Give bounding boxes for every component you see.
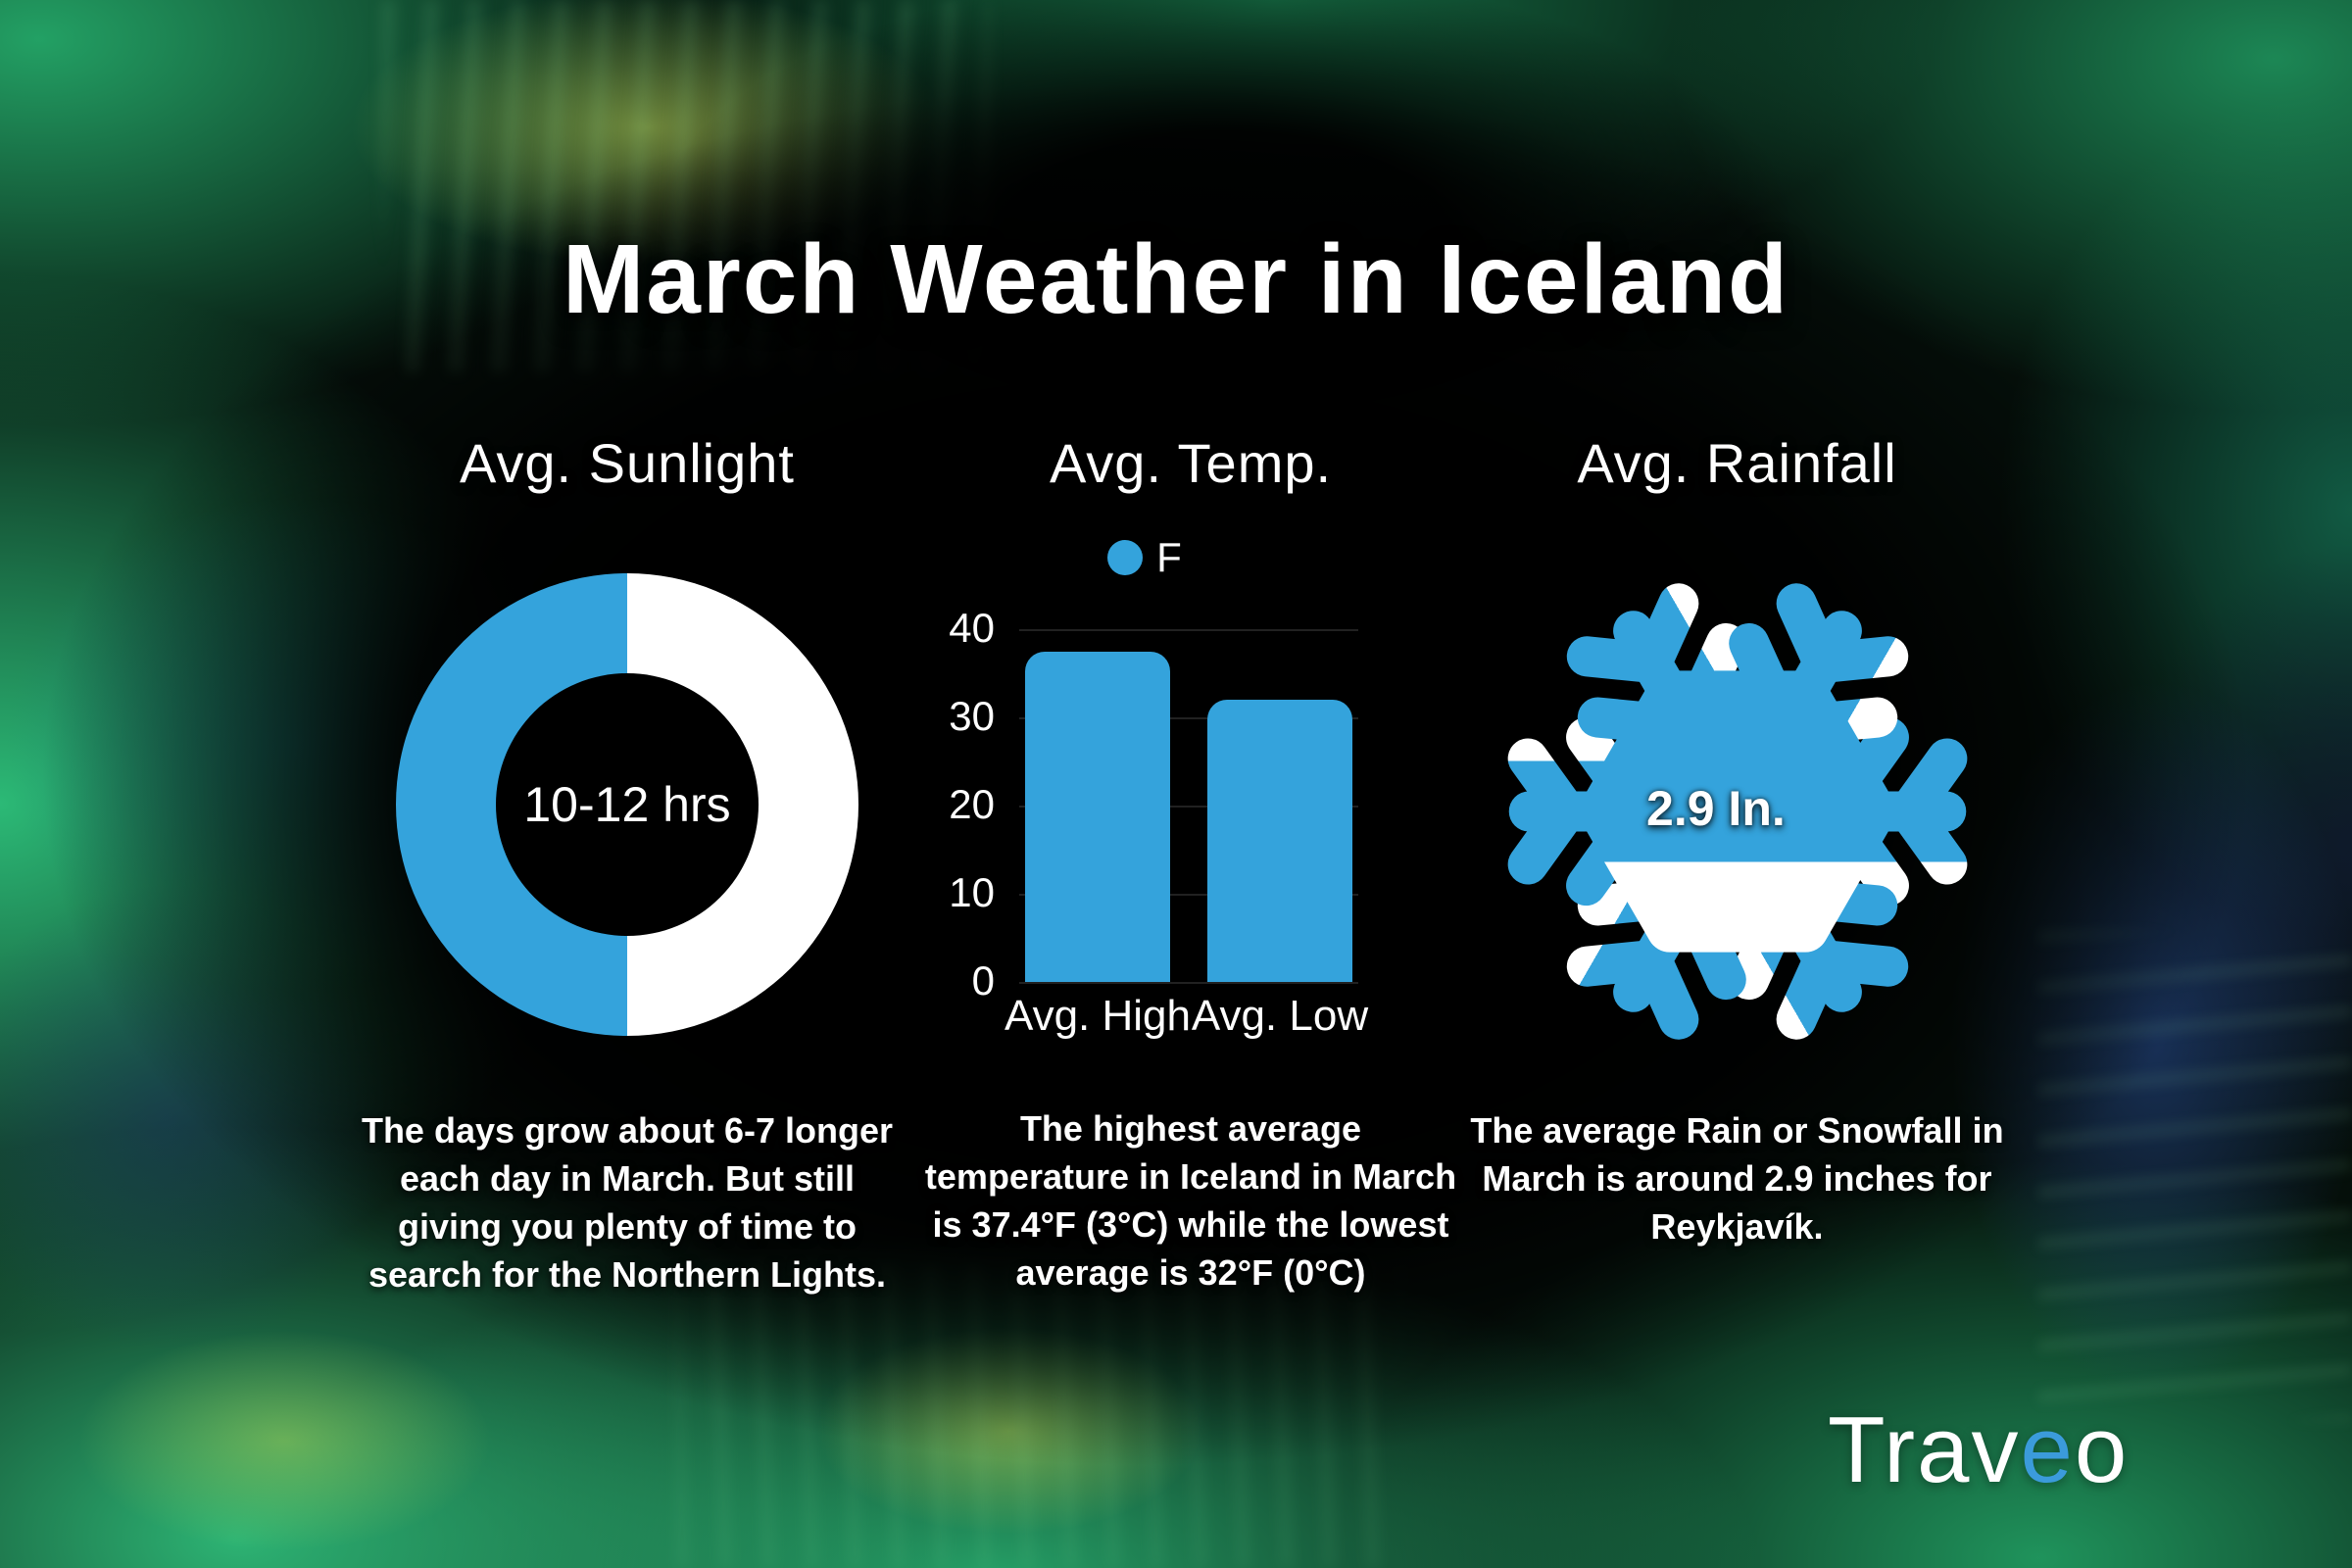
- rainfall-heading: Avg. Rainfall: [1577, 432, 1897, 494]
- x-axis-label-avg-low: Avg. Low: [1191, 992, 1369, 1040]
- rainfall-section: Avg. Rainfall: [1450, 431, 2024, 1251]
- bar-avg-low: [1207, 700, 1352, 982]
- rainfall-description: The average Rain or Snowfall in March is…: [1470, 1110, 2004, 1247]
- bar-avg-high: [1025, 652, 1170, 982]
- logo-text-suffix: o: [2074, 1397, 2130, 1502]
- sunlight-heading: Avg. Sunlight: [460, 432, 795, 494]
- logo-accent-letter: e: [2020, 1397, 2075, 1502]
- gridline: [1019, 629, 1358, 631]
- legend-label: F: [1156, 534, 1182, 580]
- temperature-bar-chart: 40 30 20 10 0: [931, 605, 1465, 1004]
- gridline: [1019, 806, 1358, 808]
- gridline: [1019, 982, 1358, 984]
- chart-legend: F: [931, 534, 1358, 581]
- sunlight-donut-chart: 10-12 hrs: [396, 573, 858, 1036]
- temperature-heading: Avg. Temp.: [1049, 432, 1333, 494]
- traveo-logo: Traveo: [1828, 1396, 2129, 1504]
- page-title: March Weather in Iceland: [562, 224, 1790, 334]
- y-axis-tick: 40: [949, 605, 995, 652]
- rainfall-stat: 2.9 In.: [1473, 547, 2002, 1076]
- donut-center-label: 10-12 hrs: [523, 777, 731, 832]
- y-axis-tick: 30: [949, 693, 995, 740]
- x-axis-label-avg-high: Avg. High: [1004, 992, 1191, 1040]
- logo-text-prefix: Trav: [1828, 1397, 2021, 1502]
- gridline: [1019, 894, 1358, 896]
- rainfall-value-label: 2.9 In.: [1646, 780, 1786, 836]
- y-axis-tick: 20: [949, 781, 995, 828]
- gridline: [1019, 717, 1358, 719]
- plot-area: [1019, 629, 1358, 984]
- donut-hole: 10-12 hrs: [496, 673, 759, 936]
- sunlight-description: The days grow about 6-7 longer each day …: [361, 1110, 894, 1295]
- y-axis-tick: 0: [971, 957, 995, 1004]
- snowflake-icon: [1507, 583, 1967, 1040]
- sunlight-section: Avg. Sunlight 10-12 hrs The days grow ab…: [343, 431, 911, 1299]
- y-axis-tick: 10: [949, 869, 995, 916]
- temperature-description: The highest average temperature in Icela…: [924, 1108, 1457, 1293]
- legend-dot-icon: [1107, 540, 1144, 575]
- x-axis-labels: Avg. High Avg. Low: [1004, 992, 1368, 1043]
- temperature-section: Avg. Temp. F 40 30 20 10 0: [916, 431, 1465, 1298]
- y-axis: 40 30 20 10 0: [931, 605, 1019, 1004]
